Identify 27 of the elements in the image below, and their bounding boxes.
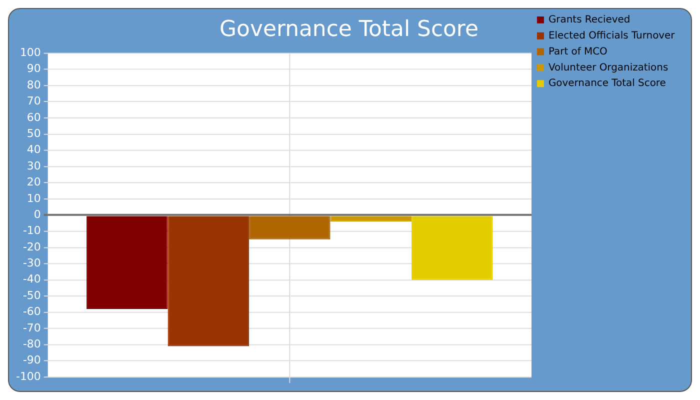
legend-label: Volunteer Organizations (548, 62, 668, 74)
y-tick-label: 50 (26, 127, 41, 140)
y-tick-label: -50 (22, 288, 41, 302)
y-tick-label: -80 (22, 338, 41, 351)
y-tick-label: 20 (26, 176, 41, 189)
y-tick-label: -60 (22, 305, 41, 318)
y-tick-label: 30 (26, 159, 41, 172)
y-tick-label: -10 (22, 224, 41, 238)
y-tick-label: 100 (20, 46, 41, 60)
y-tick-label: 60 (26, 110, 41, 124)
y-tick-label: 40 (26, 143, 41, 156)
legend-label: Governance Total Score (548, 78, 666, 90)
legend-label: Grants Recieved (548, 14, 630, 26)
y-tick-label: -30 (22, 256, 41, 270)
y-tick-label: -20 (22, 240, 41, 254)
legend-label: Elected Officials Turnover (548, 30, 676, 42)
y-tick-label: -70 (22, 321, 41, 334)
chart-title: Governance Total Score (220, 16, 478, 42)
y-tick-label: -100 (16, 370, 41, 383)
y-tick-label: 70 (26, 94, 41, 108)
y-tick-label: 10 (26, 192, 41, 205)
y-tick-label: -90 (22, 354, 41, 367)
y-tick-label: 90 (26, 62, 41, 76)
legend-label: Part of MCO (548, 46, 608, 58)
y-tick-label: -40 (22, 272, 41, 286)
y-tick-label: 80 (26, 78, 41, 92)
y-tick-label: 0 (34, 208, 41, 221)
